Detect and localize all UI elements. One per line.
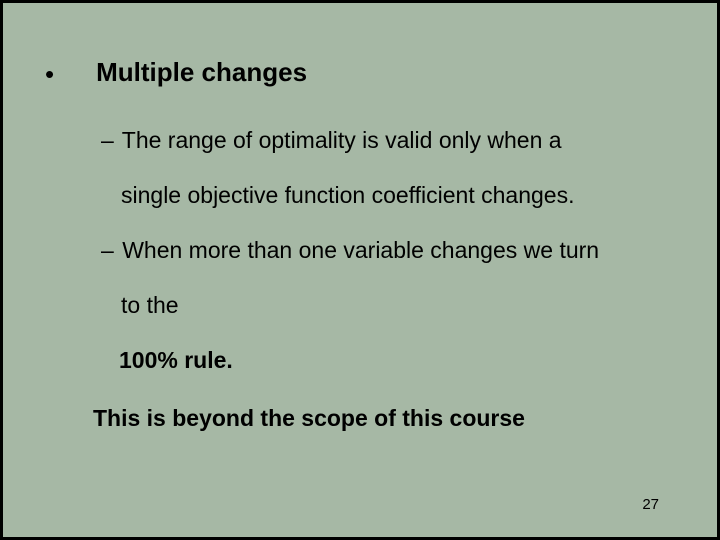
- bullet-title: Multiple changes: [96, 57, 307, 88]
- bullet-row: • Multiple changes: [45, 57, 675, 90]
- dash-icon: –: [101, 127, 114, 153]
- sub-item-2-line1: When more than one variable changes we t…: [122, 237, 599, 263]
- sub-item-1-line1: The range of optimality is valid only wh…: [122, 127, 562, 153]
- sub-item-1: – The range of optimality is valid only …: [101, 118, 675, 163]
- scope-text: This is beyond the scope of this course: [93, 400, 675, 437]
- page-number: 27: [642, 496, 659, 513]
- slide-container: • Multiple changes – The range of optima…: [0, 0, 720, 540]
- sub-item-1-line2: single objective function coefficient ch…: [121, 173, 675, 218]
- sub-item-2-line2: to the: [121, 283, 675, 328]
- sub-list: – The range of optimality is valid only …: [101, 118, 675, 327]
- rule-text: 100% rule.: [119, 338, 675, 383]
- bullet-marker: •: [45, 59, 54, 90]
- sub-item-2: – When more than one variable changes we…: [101, 228, 675, 273]
- dash-icon: –: [101, 237, 114, 263]
